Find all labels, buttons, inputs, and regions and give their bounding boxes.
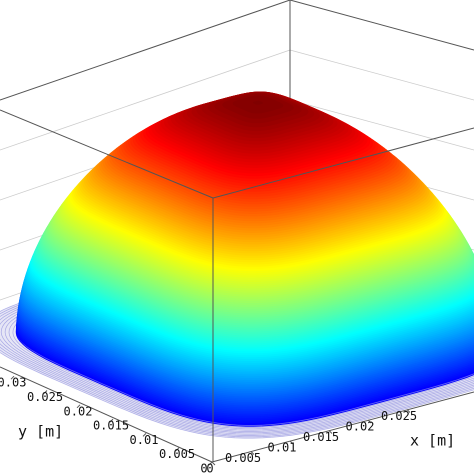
x-tick [328,430,333,434]
front-edge [212,127,474,199]
x-axis-line [211,391,474,463]
axes: 00.0050.010.0150.020.02500.0050.010.0150… [0,375,417,474]
back-edge [289,0,474,51]
x-tick [406,409,411,413]
y-tick-label: 0.02 [64,404,93,418]
y-tick [208,461,213,466]
y-axis-label: y [m] [18,423,63,441]
x-tick [289,440,294,445]
x-tick-label: 0.02 [346,420,375,434]
y-tick [175,447,180,452]
surface [15,91,474,427]
x-tick-label: 0 [200,462,207,474]
y-tick [43,390,48,394]
x-tick [250,451,255,455]
x-tick [367,419,372,424]
back-edge [0,0,291,101]
y-tick-label: 0 [206,462,213,474]
surface-level [252,100,264,105]
y-tick [109,418,114,423]
wall-line [0,49,291,151]
x-tick-label: 0.015 [303,430,339,444]
y-axis-line [0,366,213,463]
wall-line [289,99,474,151]
x-tick-label: 0.01 [268,441,297,455]
x-axis-label: x [m] [410,432,455,450]
y-tick-label: 0.03 [0,376,26,390]
front-edge [0,109,214,199]
y-tick-label: 0.01 [130,433,159,447]
y-tick-label: 0.025 [27,390,63,404]
x-tick [211,461,216,466]
y-tick-label: 0.005 [159,447,195,461]
y-tick [10,375,15,380]
y-tick-label: 0.015 [93,419,129,433]
x-tick-label: 0.025 [381,409,417,423]
front-box [0,109,474,463]
y-tick [142,433,147,437]
y-tick [76,404,81,409]
wall-line [289,49,474,101]
x-tick-label: 0.005 [225,451,261,465]
